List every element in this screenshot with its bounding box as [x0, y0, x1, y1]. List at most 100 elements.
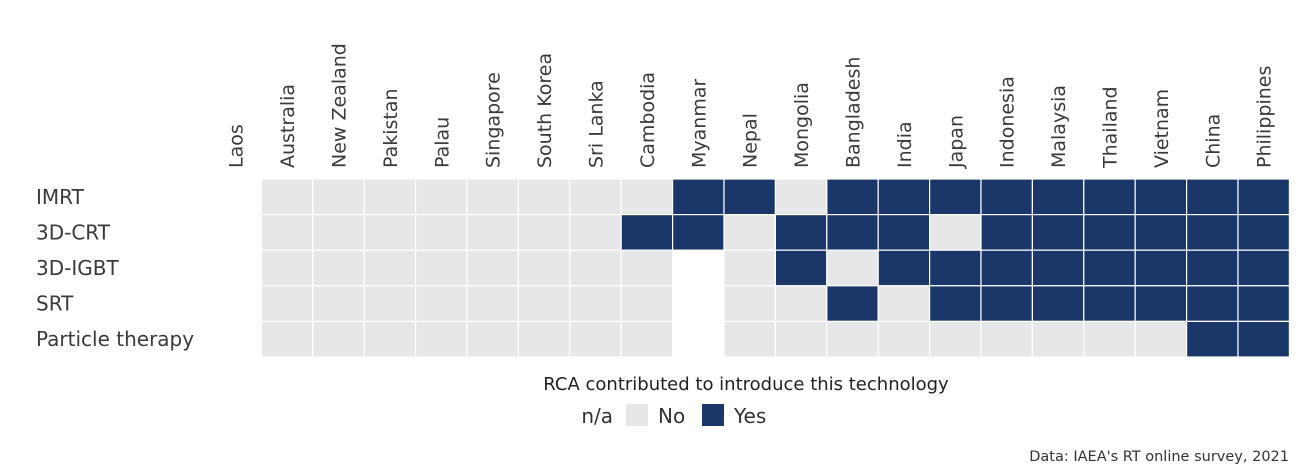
cell-particle-therapy-pakistan: [363, 320, 417, 358]
cell-srt-japan: [928, 285, 982, 322]
cell-3d-crt-indonesia: [980, 214, 1034, 251]
cell-3d-igbt-indonesia: [980, 249, 1034, 287]
country-label-myanmar: Myanmar: [688, 79, 710, 168]
cell-imrt-australia: [260, 178, 314, 216]
cell-imrt-laos: [209, 178, 263, 216]
cell-srt-thailand: [1083, 285, 1136, 322]
cell-particle-therapy-bangladesh: [826, 320, 879, 358]
cell-3d-crt-mongolia: [774, 214, 828, 251]
cell-3d-crt-laos: [209, 214, 263, 251]
cell-imrt-mongolia: [774, 178, 828, 216]
cell-imrt-indonesia: [980, 178, 1034, 216]
cell-3d-crt-myanmar: [671, 214, 725, 251]
legend-title: RCA contributed to introduce this techno…: [543, 374, 949, 395]
cell-3d-igbt-south-korea: [517, 249, 571, 287]
cell-imrt-china: [1185, 178, 1239, 216]
cell-3d-igbt-pakistan: [363, 249, 417, 287]
country-labels: Laos Australia New Zealand Pakistan Palau Sin…: [226, 43, 1276, 169]
cell-3d-igbt-new-zealand: [312, 249, 365, 287]
cell-particle-therapy-laos: [209, 320, 263, 358]
technology-label-particle-therapy: Particle therapy: [36, 327, 194, 351]
cell-3d-igbt-philippines: [1237, 249, 1291, 287]
legend: RCA contributed to introduce this techno…: [543, 374, 949, 428]
cell-srt-india: [877, 285, 931, 322]
cell-3d-crt-new-zealand: [312, 214, 365, 251]
cell-imrt-myanmar: [671, 178, 725, 216]
cell-3d-igbt-sri-lanka: [569, 249, 622, 287]
cell-3d-igbt-mongolia: [774, 249, 828, 287]
cell-3d-crt-bangladesh: [826, 214, 879, 251]
cell-srt-indonesia: [980, 285, 1034, 322]
cell-3d-crt-china: [1185, 214, 1239, 251]
country-label-indonesia: Indonesia: [997, 76, 1019, 168]
cell-particle-therapy-singapore: [466, 320, 520, 358]
cell-particle-therapy-indonesia: [980, 320, 1034, 358]
cell-srt-nepal: [723, 285, 777, 322]
country-label-mongolia: Mongolia: [791, 82, 813, 168]
country-label-laos: Laos: [226, 124, 248, 168]
country-label-sri-lanka: Sri Lanka: [586, 80, 608, 168]
cell-imrt-philippines: [1237, 178, 1291, 216]
cell-3d-crt-thailand: [1083, 214, 1136, 251]
cell-3d-crt-pakistan: [363, 214, 417, 251]
cell-srt-palau: [415, 285, 468, 322]
country-label-philippines: Philippines: [1254, 66, 1276, 168]
legend-label-no: No: [658, 404, 685, 428]
cell-particle-therapy-sri-lanka: [569, 320, 622, 358]
cell-imrt-cambodia: [620, 178, 674, 216]
cell-3d-crt-australia: [260, 214, 314, 251]
heatmap-cells: [209, 178, 1291, 358]
country-label-new-zealand: New Zealand: [329, 43, 351, 168]
cell-imrt-new-zealand: [312, 178, 365, 216]
cell-particle-therapy-myanmar: [671, 320, 725, 358]
cell-imrt-palau: [415, 178, 468, 216]
cell-srt-mongolia: [774, 285, 828, 322]
cell-3d-igbt-nepal: [723, 249, 777, 287]
technology-label-3d-crt: 3D-CRT: [36, 220, 111, 244]
cell-imrt-south-korea: [517, 178, 571, 216]
cell-srt-south-korea: [517, 285, 571, 322]
legend-label-yes: Yes: [733, 404, 766, 428]
cell-particle-therapy-nepal: [723, 320, 777, 358]
cell-imrt-bangladesh: [826, 178, 879, 216]
country-label-vietnam: Vietnam: [1151, 89, 1173, 168]
cell-3d-crt-nepal: [723, 214, 777, 251]
cell-imrt-sri-lanka: [569, 178, 622, 216]
cell-3d-crt-palau: [415, 214, 468, 251]
cell-imrt-malaysia: [1031, 178, 1085, 216]
cell-particle-therapy-australia: [260, 320, 314, 358]
cell-particle-therapy-vietnam: [1134, 320, 1188, 358]
cell-srt-bangladesh: [826, 285, 879, 322]
cell-imrt-japan: [928, 178, 982, 216]
cell-particle-therapy-cambodia: [620, 320, 674, 358]
legend-swatch-yes: [702, 404, 724, 426]
cell-particle-therapy-palau: [415, 320, 468, 358]
country-label-singapore: Singapore: [483, 72, 505, 168]
cell-3d-igbt-cambodia: [620, 249, 674, 287]
cell-3d-igbt-vietnam: [1134, 249, 1188, 287]
country-label-cambodia: Cambodia: [637, 72, 659, 168]
cell-srt-singapore: [466, 285, 520, 322]
cell-srt-china: [1185, 285, 1239, 322]
cell-3d-igbt-australia: [260, 249, 314, 287]
cell-3d-igbt-myanmar: [671, 249, 725, 287]
technology-label-imrt: IMRT: [36, 185, 85, 209]
cell-3d-igbt-laos: [209, 249, 263, 287]
cell-srt-philippines: [1237, 285, 1291, 322]
source-note: Data: IAEA's RT online survey, 2021: [1029, 449, 1289, 465]
cell-3d-crt-cambodia: [620, 214, 674, 251]
cell-particle-therapy-mongolia: [774, 320, 828, 358]
cell-imrt-india: [877, 178, 931, 216]
cell-particle-therapy-philippines: [1237, 320, 1291, 358]
cell-particle-therapy-china: [1185, 320, 1239, 358]
cell-3d-igbt-singapore: [466, 249, 520, 287]
cell-3d-crt-singapore: [466, 214, 520, 251]
cell-3d-crt-south-korea: [517, 214, 571, 251]
technology-label-3d-igbt: 3D-IGBT: [36, 256, 119, 280]
cell-srt-malaysia: [1031, 285, 1085, 322]
cell-srt-australia: [260, 285, 314, 322]
country-label-japan: Japan: [945, 115, 967, 169]
cell-particle-therapy-thailand: [1083, 320, 1136, 358]
country-label-bangladesh: Bangladesh: [843, 57, 865, 168]
